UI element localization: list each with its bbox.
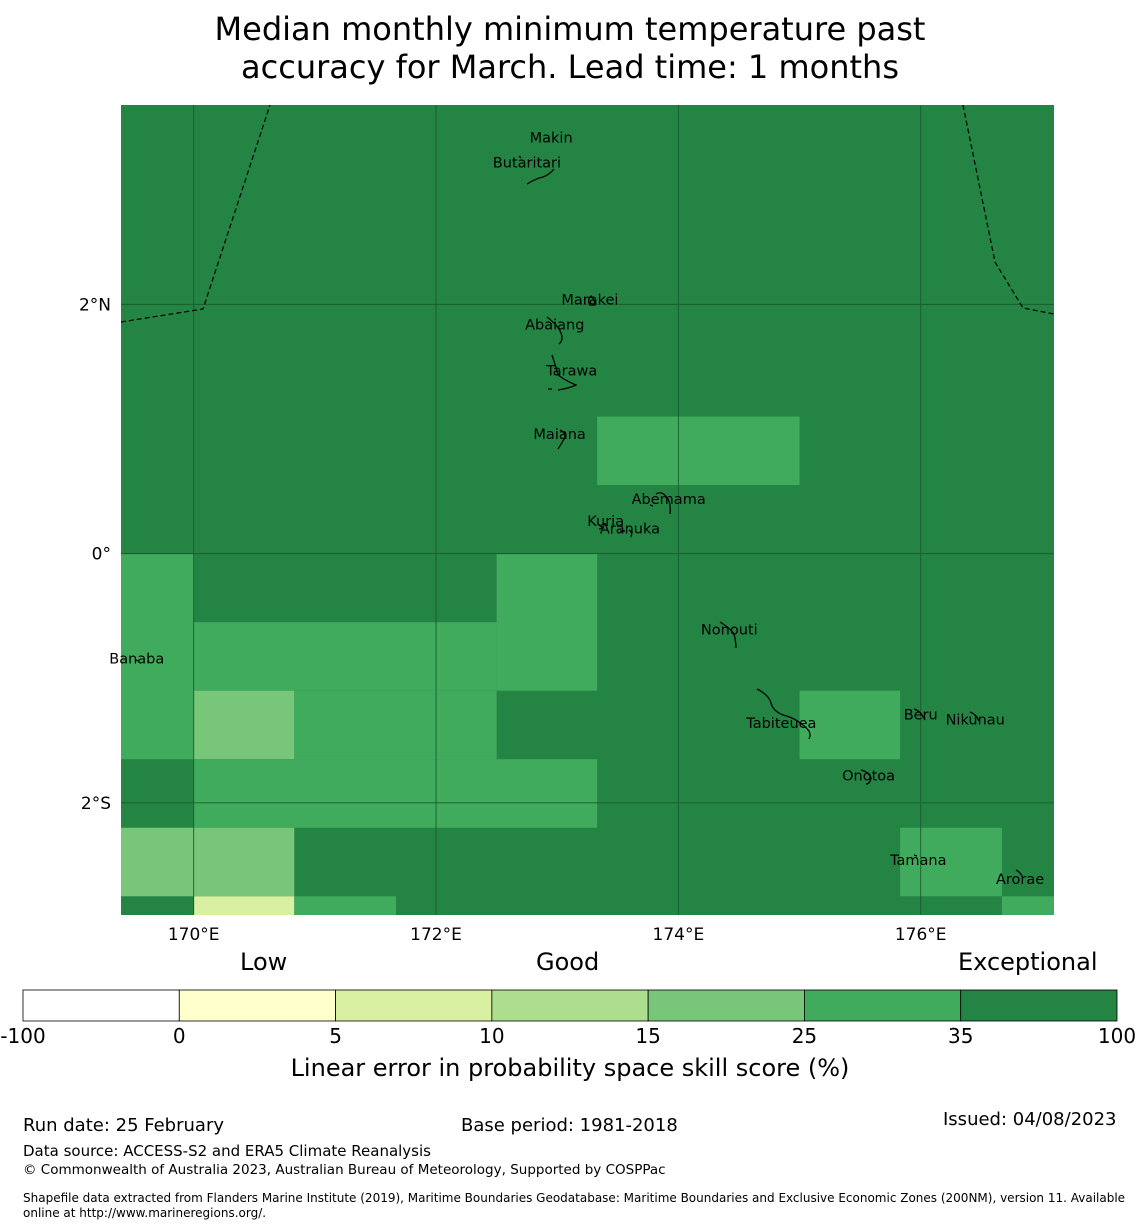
island-nonouti bbox=[719, 621, 737, 649]
colorbar-tick-label: 5 bbox=[329, 1024, 342, 1048]
colorbar-bin bbox=[491, 989, 649, 1022]
colorbar-tick-label: 25 bbox=[792, 1024, 817, 1048]
skill-cell bbox=[193, 759, 598, 828]
skill-cell bbox=[193, 896, 295, 915]
issued-date: Issued: 04/08/2023 bbox=[943, 1109, 1117, 1130]
copyright: © Commonwealth of Australia 2023, Austra… bbox=[23, 1162, 666, 1178]
place-label: Makin bbox=[530, 130, 573, 146]
skill-cell bbox=[193, 690, 295, 760]
map-axis-labels: 170°E 172°E 174°E 176°E 2°N 0° 2°S bbox=[79, 295, 947, 945]
skill-cell bbox=[900, 827, 1002, 897]
island-aranuka bbox=[620, 529, 633, 538]
island-marakei bbox=[588, 295, 596, 306]
island-outlines bbox=[135, 155, 1023, 877]
colorbar-tick-labels: -100 0 5 10 15 25 35 100 bbox=[0, 1024, 1136, 1048]
place-label: Beru bbox=[904, 707, 938, 723]
island-tarawa bbox=[551, 354, 578, 391]
colorbar-bin bbox=[804, 989, 962, 1022]
colorbar-bin bbox=[178, 989, 336, 1022]
colorbar-tick-label: -100 bbox=[0, 1024, 45, 1048]
skill-cell bbox=[121, 553, 194, 760]
skill-cell bbox=[496, 553, 598, 691]
place-label: Nonouti bbox=[701, 623, 758, 639]
category-label-good: Good bbox=[536, 948, 600, 976]
island-nikunau bbox=[969, 711, 980, 722]
place-label: Aranuka bbox=[600, 522, 660, 538]
island-abaiang bbox=[546, 316, 563, 345]
data-source: Data source: ACCESS-S2 and ERA5 Climate … bbox=[23, 1142, 431, 1160]
place-label: Abemama bbox=[632, 492, 706, 508]
island-kuria bbox=[597, 523, 605, 530]
colorbar-bin bbox=[22, 989, 180, 1022]
colorbar-bin bbox=[647, 989, 805, 1022]
lat-tick-label: 0° bbox=[92, 545, 111, 565]
colorbar-tick-label: 10 bbox=[479, 1024, 504, 1048]
colorbar-bin bbox=[960, 989, 1118, 1022]
skill-cell bbox=[294, 896, 397, 915]
skill-cell bbox=[597, 416, 800, 486]
lon-tick-label: 176°E bbox=[895, 925, 947, 945]
island-tamana bbox=[913, 854, 918, 857]
skill-cell bbox=[193, 622, 497, 691]
skill-grid-cells bbox=[121, 416, 1054, 915]
place-label: Marakei bbox=[561, 292, 618, 308]
colorbar-tick-label: 35 bbox=[948, 1024, 973, 1048]
skill-cell bbox=[799, 690, 901, 760]
skill-cell bbox=[294, 690, 497, 760]
island-abemama bbox=[655, 492, 671, 515]
lat-tick-label: 2°N bbox=[79, 295, 111, 315]
graticule bbox=[121, 105, 1054, 915]
place-label: Kuria bbox=[587, 514, 624, 530]
island-makin bbox=[518, 155, 522, 159]
colorbar-tick-label: 100 bbox=[1098, 1024, 1136, 1048]
island-onotoa bbox=[860, 769, 872, 785]
category-label-exceptional: Exceptional bbox=[958, 948, 1098, 976]
island-beru bbox=[913, 708, 926, 721]
shapefile-credit-line-2: online at http://www.marineregions.org/. bbox=[23, 1206, 267, 1220]
place-label: Onotoa bbox=[842, 768, 895, 784]
lon-tick-label: 174°E bbox=[653, 925, 705, 945]
place-label: Banaba bbox=[109, 651, 164, 667]
skill-map: Makin Butaritari Marakei Abaiang Tarawa Maian… bbox=[79, 104, 1055, 945]
colorbar-tick-label: 15 bbox=[635, 1024, 660, 1048]
colorbar-label: Linear error in probability space skill … bbox=[291, 1054, 850, 1082]
lon-tick-label: 172°E bbox=[410, 925, 462, 945]
skill-cell bbox=[121, 827, 295, 897]
run-date: Run date: 25 February bbox=[23, 1115, 224, 1136]
eez-boundaries bbox=[120, 104, 1055, 323]
island-banaba bbox=[135, 659, 139, 662]
map-title: Median monthly minimum temperature past … bbox=[0, 10, 1140, 86]
category-label-low: Low bbox=[240, 948, 288, 976]
place-label: Tabiteuea bbox=[745, 716, 816, 732]
skill-cell bbox=[1001, 896, 1054, 915]
place-label: Nikunau bbox=[946, 712, 1005, 728]
place-label: Abaiang bbox=[525, 317, 584, 333]
island-arorae bbox=[1015, 869, 1023, 877]
island-maiana bbox=[557, 429, 566, 450]
place-labels: Makin Butaritari Marakei Abaiang Tarawa Maian… bbox=[109, 130, 1044, 887]
colorbar: -100 0 5 10 15 25 35 100 Linear error in probab… bbox=[0, 989, 1136, 1082]
colorbar-tick-label: 0 bbox=[173, 1024, 186, 1048]
island-abemama-south bbox=[649, 504, 654, 507]
island-butaritari bbox=[526, 168, 555, 185]
shapefile-credit-line-1: Shapefile data extracted from Flanders M… bbox=[23, 1191, 1126, 1205]
base-period: Base period: 1981-2018 bbox=[461, 1115, 678, 1136]
island-tabiteuea bbox=[756, 688, 811, 740]
place-label: Tamana bbox=[889, 853, 946, 869]
lon-tick-label: 170°E bbox=[168, 925, 220, 945]
colorbar-bins bbox=[22, 989, 1118, 1022]
place-label: Tarawa bbox=[545, 363, 597, 379]
place-label: Arorae bbox=[996, 872, 1044, 888]
place-label: Butaritari bbox=[493, 155, 561, 171]
eez-boundary-east bbox=[962, 104, 1055, 315]
colorbar-bin bbox=[335, 989, 493, 1022]
title-line-2: accuracy for March. Lead time: 1 months bbox=[241, 48, 899, 86]
place-label: Maiana bbox=[533, 427, 585, 443]
title-line-1: Median monthly minimum temperature past bbox=[214, 10, 926, 48]
lat-tick-label: 2°S bbox=[81, 794, 111, 814]
eez-boundary-west bbox=[120, 104, 271, 323]
